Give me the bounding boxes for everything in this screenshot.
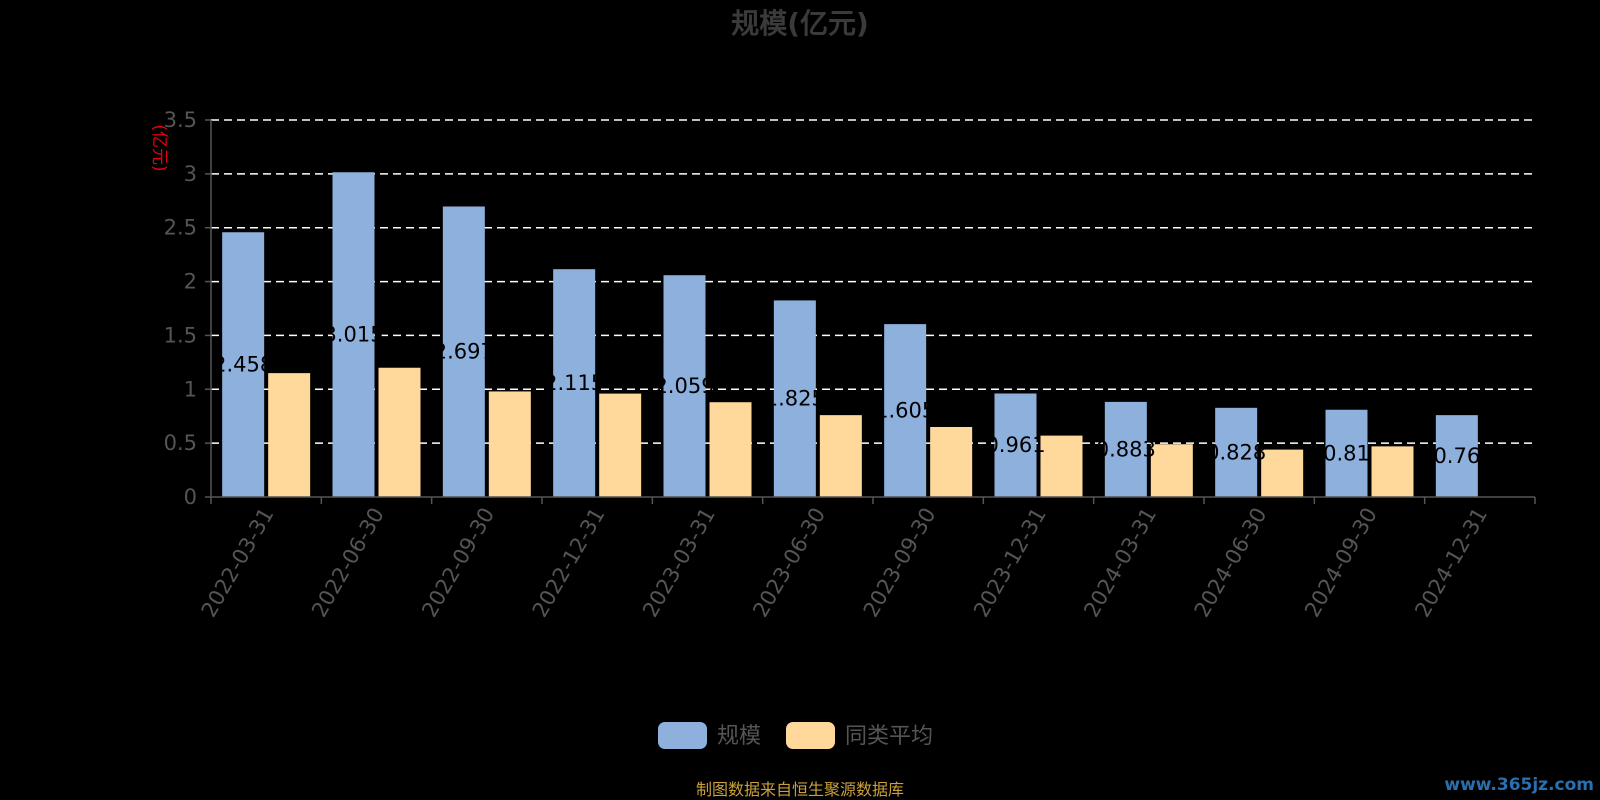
data-label: 1.825 <box>765 387 825 411</box>
x-tick-label: 2022-12-31 <box>528 504 610 622</box>
x-tick-label: 2022-09-30 <box>417 504 499 622</box>
y-tick-label: 3 <box>184 162 197 186</box>
legend-swatch <box>658 722 707 749</box>
y-tick-label: 0 <box>184 485 197 509</box>
bar-scale <box>994 393 1037 497</box>
bar-scale <box>773 300 816 497</box>
bar-peer-average <box>709 402 752 497</box>
data-label: 0.81 <box>1323 441 1370 465</box>
bar-scale <box>663 275 706 497</box>
y-tick-label: 2.5 <box>164 216 197 240</box>
bar-scale <box>442 206 485 497</box>
x-tick-label: 2024-06-30 <box>1190 504 1272 622</box>
data-label: 2.115 <box>544 371 604 395</box>
x-tick-label: 2023-03-31 <box>638 504 720 622</box>
x-tick-label: 2024-12-31 <box>1410 504 1492 622</box>
x-tick-label: 2023-12-31 <box>969 504 1051 622</box>
data-labels: 2.458 3.015 2.697 2.115 2.059 1.825 1.605 0.961… <box>213 323 1480 468</box>
legend-item-peer-average[interactable]: 同类平均 <box>786 722 933 749</box>
data-label: 0.828 <box>1206 440 1266 464</box>
data-label: 1.605 <box>875 399 935 423</box>
data-label: 2.059 <box>654 374 714 398</box>
x-tick-label: 2024-09-30 <box>1300 504 1382 622</box>
bar-series <box>222 172 1478 497</box>
bar-peer-average <box>930 426 973 497</box>
data-label: 0.961 <box>985 433 1045 457</box>
data-source-note: 制图数据来自恒生聚源数据库 <box>696 780 904 799</box>
legend[interactable]: 规模 同类平均 <box>658 722 933 749</box>
bar-peer-average <box>819 415 862 497</box>
bar-scale <box>553 269 596 497</box>
y-tick-label: 0.5 <box>164 431 197 455</box>
chart-title: 规模(亿元) <box>731 7 869 40</box>
bar-scale <box>884 324 927 497</box>
legend-item-scale[interactable]: 规模 <box>658 722 761 749</box>
bar-peer-average <box>488 391 531 497</box>
x-axis-ticks: 2022-03-31 2022-06-30 2022-09-30 2022-12-31… <box>197 497 1536 622</box>
bar-peer-average <box>378 367 421 497</box>
y-axis-unit-label: (亿元) <box>149 124 169 171</box>
data-label: 0.883 <box>1096 437 1156 461</box>
bar-peer-average <box>599 393 642 497</box>
y-tick-label: 2 <box>184 270 197 294</box>
bar-scale <box>332 172 375 497</box>
bar-scale <box>1435 415 1478 497</box>
x-tick-label: 2023-06-30 <box>748 504 830 622</box>
bar-scale <box>1325 409 1368 497</box>
legend-label: 规模 <box>717 724 761 749</box>
watermark: www.365jz.com <box>1444 775 1594 795</box>
x-tick-label: 2022-06-30 <box>307 504 389 622</box>
y-tick-label: 3.5 <box>164 108 197 132</box>
y-tick-label: 1 <box>184 377 197 401</box>
data-label: 0.76 <box>1433 444 1480 468</box>
x-tick-label: 2022-03-31 <box>197 504 279 622</box>
bar-peer-average <box>1040 435 1083 497</box>
bar-scale <box>1215 407 1258 497</box>
legend-label: 同类平均 <box>845 724 933 749</box>
bar-peer-average <box>1371 446 1414 497</box>
bar-scale <box>1104 401 1147 497</box>
y-tick-label: 1.5 <box>164 323 197 347</box>
y-axis-ticks: 0 0.5 1 1.5 2 2.5 3 3.5 <box>164 108 211 509</box>
data-label: 3.015 <box>323 323 383 347</box>
bar-peer-average <box>268 373 311 497</box>
data-label: 2.458 <box>213 353 273 377</box>
x-tick-label: 2024-03-31 <box>1079 504 1161 622</box>
legend-swatch <box>786 722 835 749</box>
x-tick-label: 2023-09-30 <box>859 504 941 622</box>
data-label: 2.697 <box>434 340 494 364</box>
bar-peer-average <box>1261 449 1304 497</box>
bar-peer-average <box>1150 444 1193 497</box>
bar-scale <box>222 232 265 497</box>
